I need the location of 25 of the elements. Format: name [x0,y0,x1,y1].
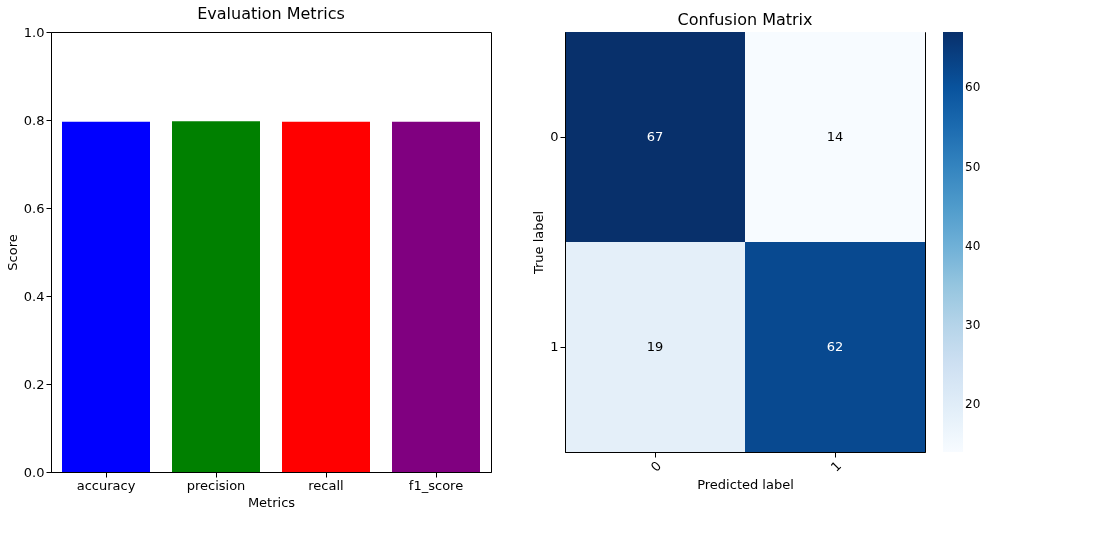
color-bar-label: 40 [965,238,981,253]
chart-title: Confusion Matrix [677,10,813,29]
x-axis-title: Metrics [247,494,296,510]
data-label: 62 [826,339,844,354]
data-label: 19 [646,339,664,354]
y-tick-label: 0.4 [23,288,45,304]
y-tick-label: 0.8 [23,112,45,128]
y-tick-label: 0.6 [23,200,45,216]
data-label: 14 [826,129,844,144]
color-bar-label: 20 [965,397,981,412]
x-tick-label: recall [308,477,344,493]
color-bar-label: 60 [965,80,981,95]
y-tick-label: 0.0 [23,464,45,480]
x-tick-label: precision [186,477,246,493]
y-tick-label: 0.2 [23,376,45,392]
x-tick-label: accuracy [76,477,136,493]
color-bar-label: 50 [965,159,981,174]
color-bar-label: 30 [965,318,981,333]
y-axis-title: True label [531,210,547,276]
data-label: 67 [646,129,664,144]
chart-title: Evaluation Metrics [197,4,345,23]
x-tick-label: f1_score [408,477,464,493]
y-axis-title: Score [4,234,20,271]
x-axis-title: Predicted label [697,476,794,492]
y-tick-label: 1.0 [23,24,45,40]
